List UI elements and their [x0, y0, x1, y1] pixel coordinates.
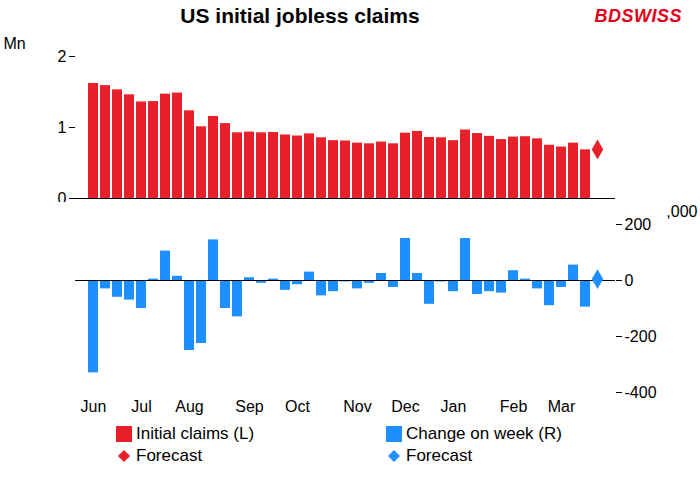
html-text:Initial claims (L): Initial claims (L): [136, 424, 255, 443]
svg-text:Feb: Feb: [500, 398, 528, 415]
html-text:US initial jobless claims: US initial jobless claims: [180, 4, 420, 27]
svg-text:Dec: Dec: [391, 398, 419, 415]
svg-text:Jun: Jun: [81, 398, 107, 415]
html-text:Forecast: Forecast: [136, 446, 203, 465]
svg-text:0: 0: [625, 272, 634, 289]
svg-text:Jan: Jan: [441, 398, 467, 415]
svg-text:,000: ,000: [666, 203, 697, 220]
html-text:BDSWISS: BDSWISS: [594, 6, 682, 26]
svg-text:Nov: Nov: [343, 398, 371, 415]
svg-text:Mn: Mn: [4, 35, 26, 52]
svg-text:Oct: Oct: [285, 398, 310, 415]
svg-text:Jul: Jul: [131, 398, 151, 415]
svg-text:200: 200: [625, 216, 652, 233]
svg-text:Aug: Aug: [175, 398, 203, 415]
html-text:Change on week (R): Change on week (R): [406, 424, 562, 443]
svg-text:Sep: Sep: [235, 398, 264, 415]
svg-text:1: 1: [58, 119, 67, 136]
svg-text:-400: -400: [625, 384, 657, 401]
svg-text:2: 2: [58, 48, 67, 65]
html-text:Forecast: Forecast: [406, 446, 473, 465]
svg-text:Mar: Mar: [548, 398, 576, 415]
svg-text:-200: -200: [625, 328, 657, 345]
svg-text:0: 0: [58, 190, 67, 202]
